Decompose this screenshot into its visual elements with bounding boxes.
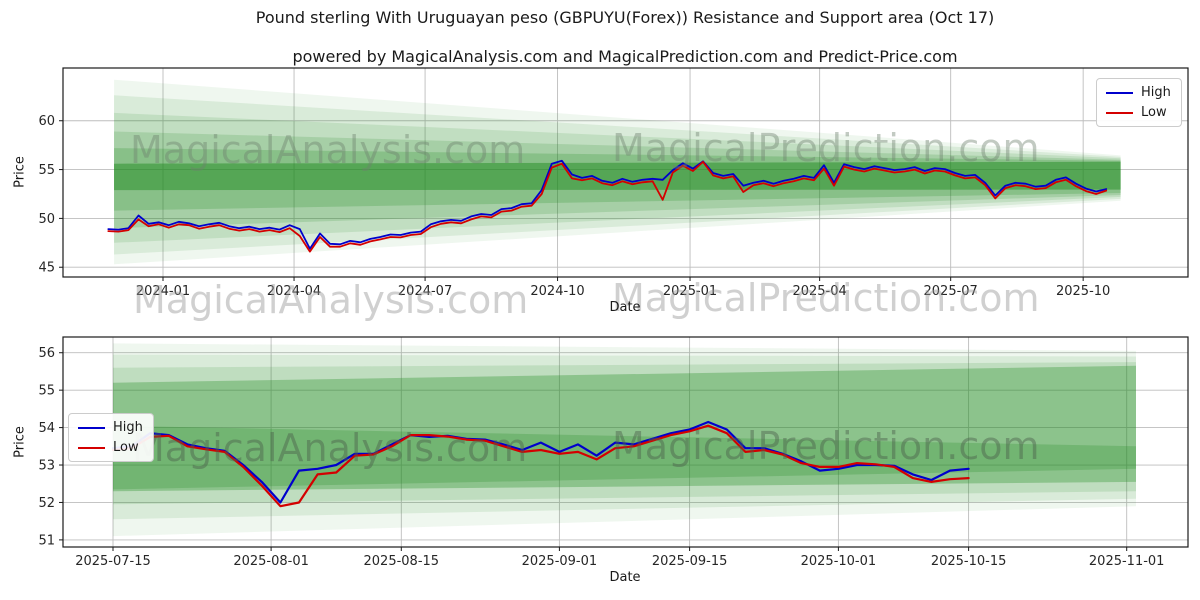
y-tick-label: 60 (38, 114, 55, 129)
series-line-high (107, 159, 1108, 250)
y-tick-label: 55 (38, 163, 55, 178)
x-tick-label: 2025-01 (663, 284, 717, 299)
y-tick-label: 45 (38, 261, 55, 276)
series-line-high (111, 420, 970, 504)
x-tick-label: 2025-10-15 (931, 554, 1007, 569)
x-tick-label: 2025-10-01 (801, 554, 877, 569)
plot-border (62, 67, 1189, 278)
x-tick-label: 2025-04 (792, 284, 846, 299)
high-line-swatch (78, 426, 105, 429)
low-line-swatch (1106, 111, 1133, 114)
support-resistance-band (113, 362, 1136, 505)
legend-label-high: High (113, 420, 143, 435)
x-axis-label-bottom: Date (609, 570, 641, 585)
y-tick-label: 56 (38, 346, 55, 361)
x-tick-label: 2024-10 (530, 284, 584, 299)
chart-recent: 2025-07-15 2025-08-01 2025-08-15 2025-09-01… (38, 336, 1189, 569)
series-line-low (111, 424, 970, 508)
low-line-swatch (78, 446, 105, 449)
x-tick-label: 2024-04 (267, 284, 321, 299)
x-tick-label: 2024-07 (398, 284, 452, 299)
y-tick-label: 54 (38, 421, 55, 436)
support-resistance-band (113, 425, 1136, 490)
x-tick-label: 2024-01 (136, 284, 190, 299)
y-tick-label: 55 (38, 384, 55, 399)
legend-item-high: High (1106, 85, 1171, 100)
x-axis-label-top: Date (609, 300, 641, 315)
y-tick-label: 50 (38, 212, 55, 227)
y-axis-label-top: Price (12, 156, 28, 188)
support-resistance-band (114, 161, 1121, 191)
x-tick-label: 2025-10 (1056, 284, 1110, 299)
legend-item-high: High (78, 420, 143, 435)
x-tick-label: 2025-08-01 (233, 554, 309, 569)
high-line-swatch (1106, 91, 1133, 94)
support-resistance-band (113, 365, 1136, 492)
y-tick-label: 52 (38, 496, 55, 511)
x-tick-label: 2025-07-15 (75, 554, 151, 569)
y-tick-label: 51 (38, 533, 55, 548)
legend-label-high: High (1141, 85, 1171, 100)
x-tick-label: 2025-07 (924, 284, 978, 299)
plot-border (62, 336, 1189, 548)
support-resistance-band (113, 354, 1136, 520)
support-resistance-band (113, 343, 1136, 537)
legend-item-low: Low (78, 440, 143, 455)
figure-title: Pound sterling With Uruguayan peso (GBPU… (255, 8, 995, 27)
legend-bottom: High Low (68, 413, 154, 462)
legend-label-low: Low (1141, 105, 1167, 120)
chart-main: 2024-01 2024-04 2024-07 2024-10 2025-01 2025-… (38, 67, 1189, 299)
legend-top: High Low (1096, 78, 1182, 127)
x-tick-label: 2025-11-01 (1089, 554, 1165, 569)
y-tick-label: 53 (38, 459, 55, 474)
series-line-low (107, 160, 1108, 253)
x-tick-label: 2025-08-15 (364, 554, 440, 569)
legend-item-low: Low (1106, 105, 1171, 120)
x-tick-label: 2025-09-01 (522, 554, 598, 569)
y-axis-label-bottom: Price (12, 426, 28, 458)
x-tick-label: 2025-09-15 (652, 554, 728, 569)
figure-subtitle: powered by MagicalAnalysis.com and Magic… (292, 47, 958, 66)
legend-label-low: Low (113, 440, 139, 455)
